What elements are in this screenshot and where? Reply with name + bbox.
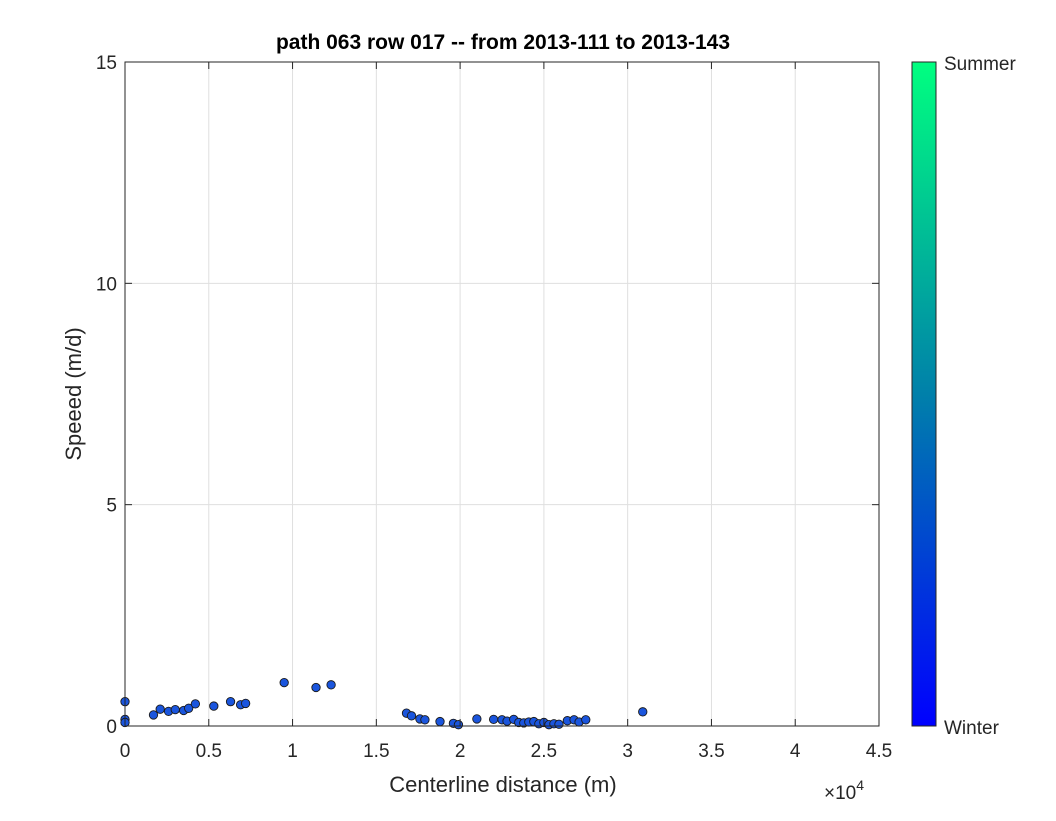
data-point bbox=[155, 704, 165, 714]
y-tick-label: 10 bbox=[96, 274, 117, 295]
grid bbox=[124, 61, 880, 727]
data-point bbox=[240, 698, 251, 709]
x-tick-label: 1.5 bbox=[363, 741, 389, 762]
data-point bbox=[326, 680, 336, 690]
data-point bbox=[435, 716, 445, 727]
data-point bbox=[279, 677, 289, 688]
axis-ticks: 0 0.5 1 1.5 2 2.5 3 3.5 4 4.5 0 5 10 15 bbox=[96, 53, 892, 762]
data-point bbox=[148, 710, 159, 720]
data-point bbox=[581, 715, 591, 725]
colorbar bbox=[911, 61, 937, 727]
plot-area-frame bbox=[124, 61, 880, 727]
chart-title: path 063 row 017 -- from 2013-111 to 201… bbox=[276, 31, 730, 54]
y-axis-label: Speeed (m/d) bbox=[61, 327, 86, 460]
x-tick-label: 2.5 bbox=[531, 741, 557, 762]
data-point bbox=[190, 699, 201, 709]
colorbar-bottom-label: Winter bbox=[944, 718, 1000, 739]
x-exponent-power: 4 bbox=[856, 777, 864, 793]
data-point bbox=[488, 714, 499, 725]
data-point bbox=[311, 682, 321, 693]
data-point bbox=[638, 707, 648, 717]
data-point bbox=[184, 703, 194, 713]
x-tick-label: 1 bbox=[287, 741, 298, 762]
x-tick-label: 2 bbox=[455, 741, 466, 762]
x-tick-label: 4 bbox=[790, 741, 801, 762]
x-tick-label: 0 bbox=[120, 741, 131, 762]
data-points bbox=[120, 677, 648, 730]
x-tick-label: 4.5 bbox=[866, 741, 892, 762]
x-exponent-base: ×10 bbox=[824, 783, 856, 804]
x-tick-label: 0.5 bbox=[196, 741, 222, 762]
data-point bbox=[420, 715, 430, 725]
x-axis-label: Centerline distance (m) bbox=[389, 772, 616, 797]
y-tick-label: 0 bbox=[106, 717, 117, 738]
data-point bbox=[225, 697, 236, 707]
colorbar-top-label: Summer bbox=[944, 54, 1016, 75]
data-point bbox=[554, 719, 564, 729]
x-tick-label: 3.5 bbox=[698, 741, 724, 762]
data-point bbox=[209, 701, 219, 711]
x-tick-label: 3 bbox=[622, 741, 633, 762]
x-exponent-label: ×104 bbox=[824, 777, 864, 804]
data-point bbox=[472, 714, 482, 724]
data-point bbox=[170, 704, 180, 715]
data-point bbox=[406, 711, 417, 721]
data-point bbox=[453, 720, 464, 730]
y-tick-label: 15 bbox=[96, 53, 117, 74]
y-tick-label: 5 bbox=[106, 496, 117, 517]
